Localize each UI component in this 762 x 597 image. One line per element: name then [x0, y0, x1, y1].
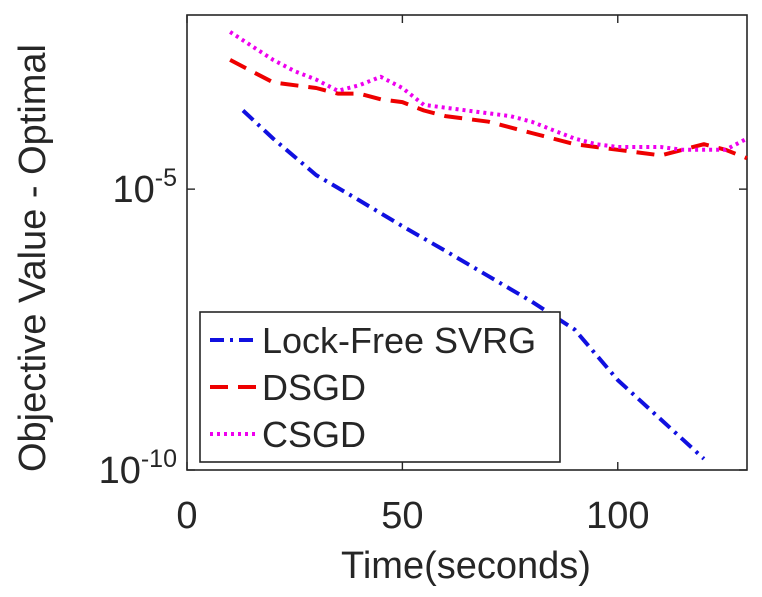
series-line-dsgd	[229, 58, 748, 161]
x-tick-label: 50	[381, 495, 423, 537]
y-axis-title: Objective Value - Optimal	[12, 44, 54, 472]
legend-box	[199, 311, 561, 463]
x-axis-title: Time(seconds)	[341, 545, 591, 587]
ticks-layer: 0 50 100 10-5 10-10	[99, 15, 747, 537]
legend-label: Lock-Free SVRG	[262, 320, 536, 361]
legend: Lock-Free SVRG DSGD CSGD	[199, 311, 561, 463]
series-layer	[229, 30, 748, 461]
y-tick-label: 10-5	[112, 164, 177, 211]
y-tick-label: 10-10	[99, 445, 177, 492]
legend-label: DSGD	[262, 367, 366, 408]
series-line-lock-free-svrg	[241, 109, 706, 461]
series-line-csgd	[229, 30, 748, 152]
x-tick-label: 100	[586, 495, 649, 537]
x-tick-label: 0	[176, 495, 197, 537]
legend-label: CSGD	[262, 414, 366, 455]
